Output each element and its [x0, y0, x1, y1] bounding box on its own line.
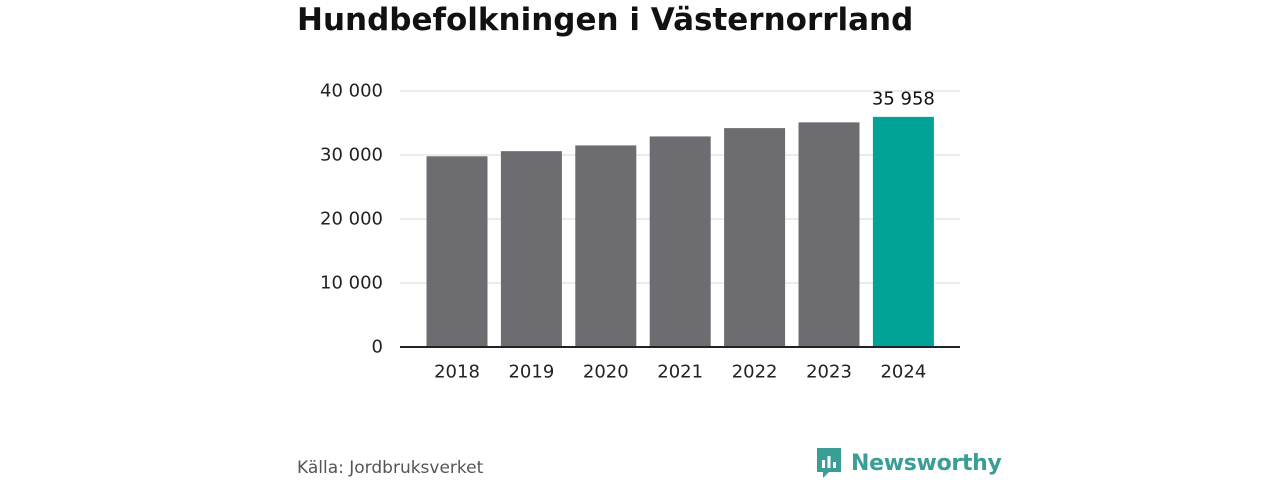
y-axis-tick-labels: 0 10 000 20 000 30 000 40 000	[320, 81, 383, 358]
bar-2024	[872, 116, 934, 347]
y-tick-label: 40 000	[320, 81, 383, 102]
brand-logo: Newsworthy	[815, 446, 1002, 480]
bars	[426, 116, 934, 347]
bar-2023	[798, 122, 860, 347]
y-tick-label: 0	[372, 337, 383, 358]
bar-2020	[575, 145, 637, 347]
x-tick-label: 2024	[880, 362, 926, 383]
x-tick-label: 2023	[806, 362, 852, 383]
bar-2022	[724, 128, 786, 347]
bar-2021	[649, 136, 711, 347]
x-tick-label: 2019	[508, 362, 554, 383]
source-note: Källa: Jordbruksverket	[297, 458, 484, 478]
chart-title: Hundbefolkningen i Västernorrland	[297, 2, 914, 38]
y-tick-label: 10 000	[320, 273, 383, 294]
brand-name: Newsworthy	[851, 450, 1002, 476]
data-labels: 35 958	[872, 88, 935, 109]
x-tick-label: 2018	[434, 362, 480, 383]
x-tick-label: 2020	[583, 362, 629, 383]
x-axis-tick-labels: 2018 2019 2020 2021 2022 2023 2024	[434, 362, 926, 383]
data-label: 35 958	[872, 88, 935, 109]
y-tick-label: 20 000	[320, 209, 383, 230]
x-tick-label: 2022	[732, 362, 778, 383]
y-tick-label: 30 000	[320, 145, 383, 166]
x-tick-label: 2021	[657, 362, 703, 383]
newsworthy-logo-icon	[817, 448, 841, 478]
bar-2018	[426, 156, 488, 347]
bar-2019	[500, 151, 562, 347]
